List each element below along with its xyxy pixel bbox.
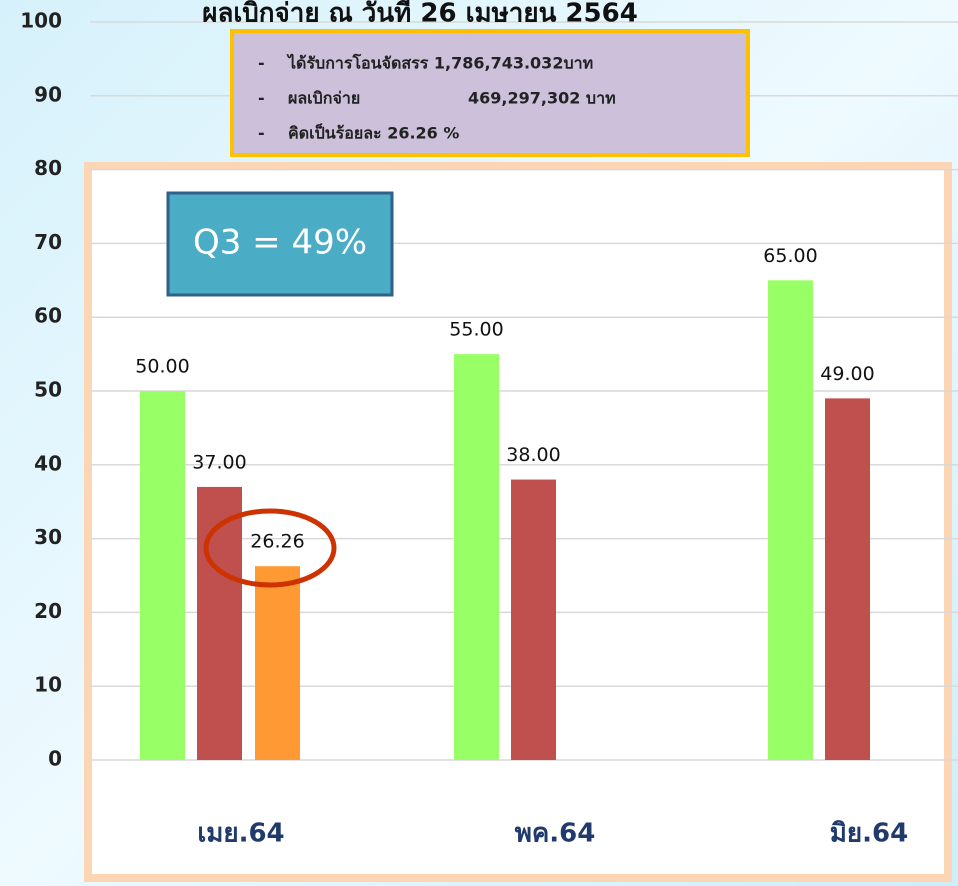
y-tick-label: 60	[34, 304, 62, 328]
info-text: คิดเป็นร้อยละ 26.26 %	[288, 122, 459, 143]
info-lines: - ได้รับการโอนจัดสรร 1,786,743.032บาท - ผลเ…	[258, 53, 616, 143]
bar	[140, 391, 185, 760]
info-text: ได้รับการโอนจัดสรร 1,786,743.032บาท	[286, 53, 593, 73]
value-label: 50.00	[135, 356, 189, 378]
value-label: 37.00	[192, 451, 246, 473]
y-tick-label: 90	[34, 82, 62, 106]
y-tick-label: 40	[34, 451, 62, 475]
bars: เมย.64 พค.64 มิย.64 50.00 55.00 65.00 37.00 38.…	[135, 245, 908, 849]
value-label: 65.00	[763, 245, 817, 267]
value-label: 55.00	[449, 319, 503, 341]
bar	[255, 566, 300, 760]
info-bullet: -	[258, 124, 265, 143]
y-tick-label: 30	[34, 525, 62, 549]
highlight-circle	[203, 508, 337, 588]
y-tick-label: 100	[20, 9, 62, 33]
value-label: 26.26	[250, 531, 304, 553]
y-tick-label: 80	[34, 156, 62, 180]
info-text: ผลเบิกจ่าย	[288, 89, 360, 108]
q3-label: Q3 = 49%	[193, 223, 367, 263]
y-tick-label: 20	[34, 599, 62, 623]
q3-box	[166, 191, 394, 297]
info-bullet: -	[258, 89, 265, 108]
bar	[768, 280, 813, 760]
bar	[825, 398, 870, 760]
info-box	[230, 29, 750, 157]
y-tick-label: 10	[34, 673, 62, 697]
info-bullet: -	[258, 54, 265, 73]
value-label: 38.00	[506, 444, 560, 466]
bar	[197, 486, 242, 760]
bar	[511, 479, 556, 760]
chart-title: ผลเบิกจ่าย ณ วันที่ 26 เมษายน 2564	[202, 0, 638, 29]
y-tick-label: 0	[48, 747, 62, 771]
x-tick-label: พค.64	[515, 819, 596, 849]
bar	[454, 354, 499, 760]
value-label: 49.00	[820, 363, 874, 385]
x-tick-label: มิย.64	[830, 819, 908, 849]
y-tick-label: 50	[34, 378, 62, 402]
y-tick-label: 70	[34, 230, 62, 254]
x-tick-label: เมย.64	[197, 819, 284, 849]
info-amount: 469,297,302 บาท	[468, 89, 616, 108]
